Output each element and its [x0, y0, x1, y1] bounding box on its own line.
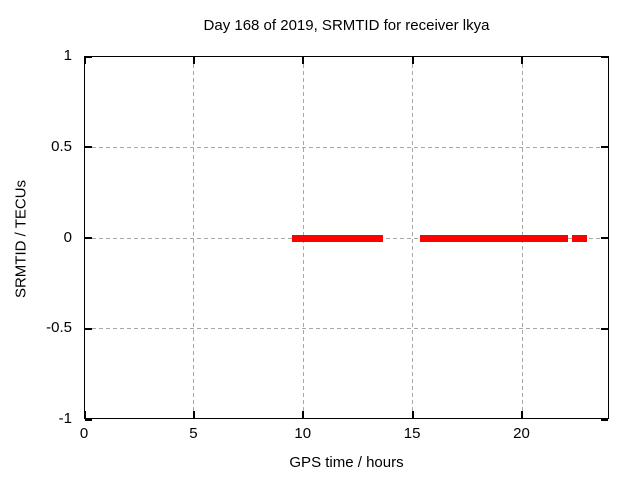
y-tick-mark-right — [601, 327, 608, 330]
data-segment — [571, 235, 588, 242]
chart-title: Day 168 of 2019, SRMTID for receiver lky… — [203, 17, 490, 34]
y-tick-mark-right — [601, 237, 608, 239]
y-tick-mark-left — [85, 327, 92, 330]
x-tick-mark-bottom — [83, 411, 86, 418]
x-tick-mark-top — [302, 57, 305, 64]
x-tick-label: 20 — [513, 425, 530, 442]
x-tick-label: 15 — [403, 425, 421, 442]
data-segment — [291, 235, 383, 242]
data-segment — [420, 235, 568, 242]
y-tick-mark-left — [85, 55, 92, 58]
x-tick-mark-top — [192, 57, 195, 64]
x-axis-label: GPS time / hours — [289, 454, 404, 471]
y-tick-label: 0 — [63, 228, 72, 246]
x-tick-mark-bottom — [411, 411, 414, 418]
y-tick-label: -1 — [58, 410, 72, 427]
y-tick-mark-left — [85, 237, 92, 239]
x-tick-label: 5 — [189, 425, 198, 442]
y-tick-label: 1 — [63, 47, 72, 64]
grid-line-y — [85, 328, 608, 330]
plot-area — [83, 55, 609, 421]
x-tick-mark-top — [521, 57, 523, 64]
x-tick-label: 10 — [294, 425, 312, 442]
y-tick-label: -0.5 — [46, 319, 72, 337]
y-tick-mark-left — [85, 146, 92, 149]
y-tick-mark-right — [601, 146, 608, 149]
x-tick-mark-bottom — [192, 411, 195, 418]
x-tick-mark-bottom — [302, 411, 305, 418]
y-tick-mark-right — [601, 418, 608, 421]
x-tick-mark-top — [411, 57, 414, 64]
y-tick-mark-left — [85, 418, 92, 421]
grid-line-y — [85, 146, 608, 148]
x-tick-mark-top — [83, 57, 86, 64]
x-tick-label: 0 — [79, 425, 89, 442]
y-tick-mark-right — [601, 55, 608, 58]
x-tick-mark-bottom — [521, 411, 523, 418]
y-tick-label: 0.5 — [51, 137, 72, 155]
